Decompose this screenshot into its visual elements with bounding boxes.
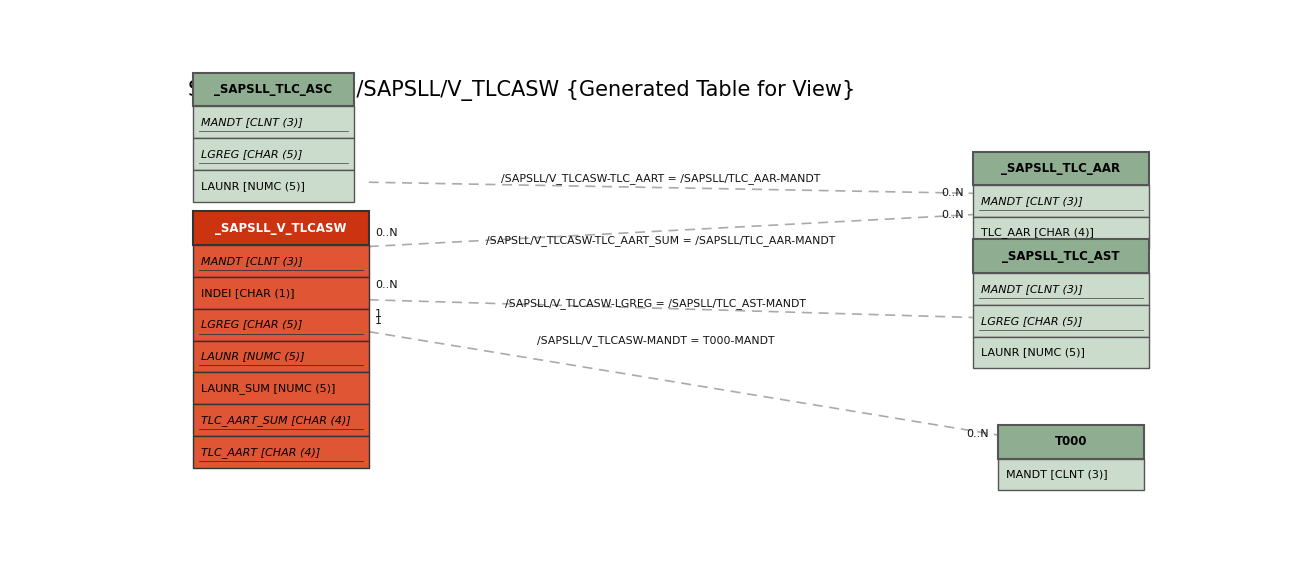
- Text: T000: T000: [1055, 435, 1087, 448]
- Bar: [192, 245, 369, 276]
- Bar: [973, 217, 1148, 249]
- Text: INDEI [CHAR (1)]: INDEI [CHAR (1)]: [200, 287, 294, 298]
- Bar: [192, 340, 369, 373]
- Bar: [973, 240, 1148, 272]
- Bar: [973, 185, 1148, 217]
- Bar: [192, 404, 369, 437]
- Text: /SAPSLL/V_TLCASW-TLC_AART_SUM = /SAPSLL/TLC_AAR-MANDT: /SAPSLL/V_TLCASW-TLC_AART_SUM = /SAPSLL/…: [486, 236, 835, 246]
- Bar: [998, 458, 1144, 491]
- Text: 1: 1: [375, 316, 382, 327]
- Bar: [192, 138, 353, 170]
- Text: LAUNR [NUMC (5)]: LAUNR [NUMC (5)]: [981, 347, 1085, 358]
- Text: MANDT [CLNT (3)]: MANDT [CLNT (3)]: [1005, 469, 1108, 479]
- Text: MANDT [CLNT (3)]: MANDT [CLNT (3)]: [200, 118, 303, 127]
- Text: /SAPSLL/V_TLCASW-LGREG = /SAPSLL/TLC_AST-MANDT: /SAPSLL/V_TLCASW-LGREG = /SAPSLL/TLC_AST…: [505, 298, 807, 309]
- Bar: [973, 305, 1148, 336]
- Text: SAP ABAP table /SAPSLL/V_TLCASW {Generated Table for View}: SAP ABAP table /SAPSLL/V_TLCASW {Generat…: [187, 80, 855, 101]
- Text: 0..N: 0..N: [375, 280, 397, 290]
- Text: /SAPSLL/V_TLCASW-TLC_AART = /SAPSLL/TLC_AAR-MANDT: /SAPSLL/V_TLCASW-TLC_AART = /SAPSLL/TLC_…: [501, 173, 821, 184]
- Text: 0..N: 0..N: [375, 228, 397, 238]
- Text: LAUNR_SUM [NUMC (5)]: LAUNR_SUM [NUMC (5)]: [200, 383, 335, 394]
- Bar: [998, 425, 1144, 458]
- Text: 0..N: 0..N: [940, 188, 964, 198]
- Text: 0..N: 0..N: [940, 210, 964, 219]
- Bar: [973, 336, 1148, 369]
- Text: 0..N: 0..N: [966, 429, 989, 439]
- Bar: [192, 373, 369, 404]
- Text: _SAPSLL_TLC_AST: _SAPSLL_TLC_AST: [1002, 249, 1120, 263]
- Text: MANDT [CLNT (3)]: MANDT [CLNT (3)]: [200, 256, 303, 266]
- Text: TLC_AART [CHAR (4)]: TLC_AART [CHAR (4)]: [200, 447, 320, 458]
- Bar: [973, 151, 1148, 185]
- Bar: [192, 73, 353, 107]
- Text: _SAPSLL_TLC_ASC: _SAPSLL_TLC_ASC: [214, 84, 333, 96]
- Bar: [192, 309, 369, 340]
- Text: MANDT [CLNT (3)]: MANDT [CLNT (3)]: [981, 196, 1082, 206]
- Text: TLC_AART_SUM [CHAR (4)]: TLC_AART_SUM [CHAR (4)]: [200, 415, 351, 426]
- Text: MANDT [CLNT (3)]: MANDT [CLNT (3)]: [981, 283, 1082, 294]
- Bar: [192, 437, 369, 468]
- Text: LGREG [CHAR (5)]: LGREG [CHAR (5)]: [200, 320, 301, 329]
- Text: LAUNR [NUMC (5)]: LAUNR [NUMC (5)]: [200, 351, 304, 362]
- Text: 1: 1: [375, 309, 382, 319]
- Text: _SAPSLL_TLC_AAR: _SAPSLL_TLC_AAR: [1002, 162, 1121, 175]
- Bar: [192, 107, 353, 138]
- Text: LGREG [CHAR (5)]: LGREG [CHAR (5)]: [981, 316, 1082, 325]
- Text: LGREG [CHAR (5)]: LGREG [CHAR (5)]: [200, 149, 301, 160]
- Text: TLC_AAR [CHAR (4)]: TLC_AAR [CHAR (4)]: [981, 228, 1094, 238]
- Text: /SAPSLL/V_TLCASW-MANDT = T000-MANDT: /SAPSLL/V_TLCASW-MANDT = T000-MANDT: [536, 335, 774, 346]
- Bar: [973, 272, 1148, 305]
- Bar: [192, 170, 353, 202]
- Bar: [192, 276, 369, 309]
- Text: _SAPSLL_V_TLCASW: _SAPSLL_V_TLCASW: [214, 222, 347, 234]
- Bar: [192, 211, 369, 245]
- Text: LAUNR [NUMC (5)]: LAUNR [NUMC (5)]: [200, 181, 304, 191]
